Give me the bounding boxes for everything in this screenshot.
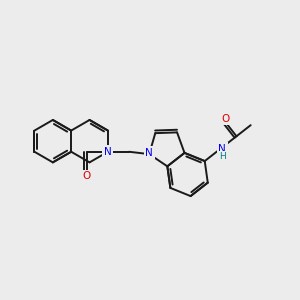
Text: N: N: [146, 148, 153, 158]
Text: N: N: [218, 144, 226, 154]
Text: N: N: [104, 147, 112, 157]
Text: H: H: [219, 152, 226, 161]
Text: O: O: [221, 113, 230, 124]
Text: O: O: [82, 171, 91, 181]
